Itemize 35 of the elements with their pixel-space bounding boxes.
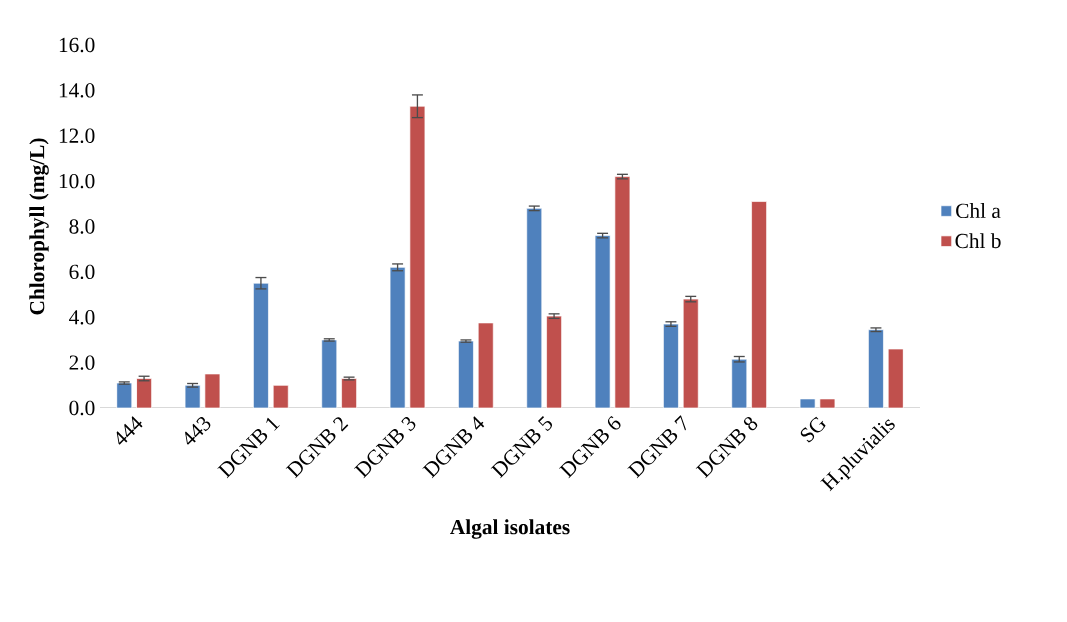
bar: [321, 339, 338, 408]
bar: [731, 358, 748, 408]
y-axis-title: Chlorophyll (mg/L): [29, 138, 49, 315]
y-tick-label: 4.0: [69, 310, 95, 325]
legend-label: Chl a: [956, 203, 1001, 219]
y-tick-label: 14.0: [59, 83, 95, 98]
bar: [546, 315, 562, 408]
x-axis-title: Algal isolates: [450, 519, 570, 539]
y-tick-label: 2.0: [69, 355, 95, 370]
y-tick-label: 6.0: [69, 264, 95, 280]
bar: [887, 348, 904, 408]
y-tick-label: 8.0: [69, 219, 95, 234]
bar: [458, 340, 474, 408]
y-tick-label: 0.0: [69, 400, 95, 416]
bar: [663, 323, 679, 408]
y-tick-label: 12.0: [59, 128, 95, 143]
bar: [341, 378, 357, 408]
y-tick-label: 16.0: [59, 37, 95, 53]
bar: [253, 282, 269, 408]
legend-label: Chl b: [955, 233, 1001, 249]
bar: [682, 298, 699, 408]
x-tick-label: 444: [116, 416, 143, 445]
y-tick-label: 10.0: [59, 173, 95, 189]
bar: [751, 201, 767, 408]
bar: [594, 235, 611, 408]
bar: [116, 382, 133, 408]
x-tick-label: 443: [185, 417, 211, 445]
bar: [184, 384, 201, 408]
bar: [477, 322, 494, 408]
bar: [389, 267, 406, 408]
bar: [868, 329, 884, 408]
bar: [409, 105, 426, 408]
bar: [614, 176, 631, 408]
bar: [526, 208, 543, 408]
bar: [136, 378, 152, 408]
